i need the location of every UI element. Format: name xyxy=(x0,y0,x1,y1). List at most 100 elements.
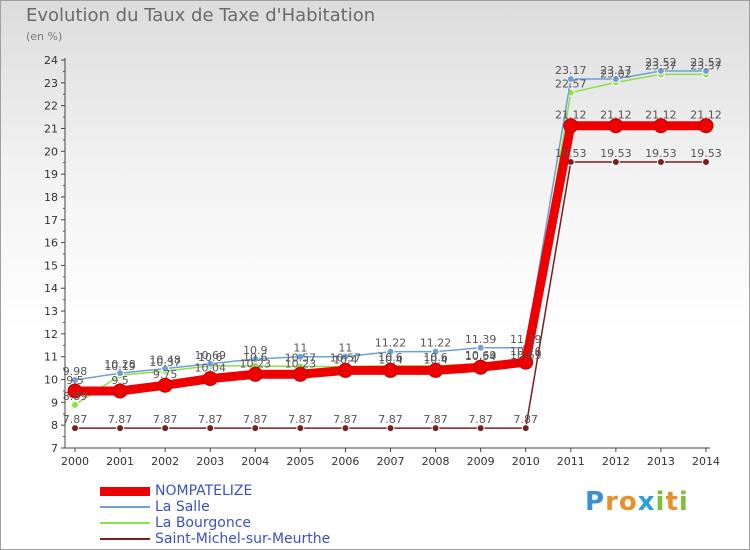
data-label: 23.37 xyxy=(645,59,677,72)
data-label: 8.89 xyxy=(63,390,88,403)
y-tick-label: 7 xyxy=(51,442,58,455)
data-label: 21.12 xyxy=(645,109,677,122)
legend-swatch xyxy=(100,486,150,496)
y-tick-label: 16 xyxy=(44,237,58,250)
data-point xyxy=(656,158,665,167)
brand-letter: o xyxy=(618,487,638,517)
brand-letter: P xyxy=(585,487,606,517)
legend-swatch xyxy=(100,506,150,508)
y-tick-label: 11 xyxy=(44,351,58,364)
data-label: 7.87 xyxy=(513,413,538,426)
data-point xyxy=(292,366,308,382)
data-point xyxy=(296,424,305,433)
data-label: 10.4 xyxy=(423,353,448,366)
data-label: 23.02 xyxy=(600,67,632,80)
data-label: 10.28 xyxy=(104,358,136,371)
y-tick-label: 15 xyxy=(44,259,58,272)
data-label: 10.57 xyxy=(330,352,362,365)
data-label: 10.04 xyxy=(194,362,226,375)
y-tick-label: 18 xyxy=(44,191,58,204)
y-tick-label: 9 xyxy=(51,396,58,409)
data-label: 7.87 xyxy=(198,413,223,426)
x-tick-label: 2008 xyxy=(422,455,450,468)
y-tick-label: 23 xyxy=(44,77,58,90)
x-tick-label: 2005 xyxy=(286,455,314,468)
data-point xyxy=(71,424,79,433)
data-label: 10.37 xyxy=(149,356,181,369)
y-tick-label: 22 xyxy=(44,100,58,113)
data-point xyxy=(386,347,395,356)
data-label: 10.69 xyxy=(510,349,542,362)
data-point xyxy=(431,347,440,356)
data-label: 10.19 xyxy=(104,360,136,373)
data-point xyxy=(431,424,440,433)
x-tick-label: 2003 xyxy=(196,455,224,468)
legend-label: La Bourgonce xyxy=(155,515,252,531)
x-tick-label: 2001 xyxy=(106,455,134,468)
data-label: 11.39 xyxy=(465,333,497,346)
data-label: 10.6 xyxy=(378,351,403,364)
chart-subtitle: (en %) xyxy=(26,30,63,43)
data-point xyxy=(247,366,263,382)
y-tick-label: 8 xyxy=(51,419,58,432)
data-point xyxy=(157,377,173,393)
legend-item: Saint-Michel-sur-Meurthe xyxy=(100,531,330,547)
data-point xyxy=(112,383,128,399)
data-label: 23.52 xyxy=(645,56,677,69)
data-label: 7.87 xyxy=(468,413,493,426)
y-tick-label: 17 xyxy=(44,214,58,227)
y-tick-label: 24 xyxy=(44,54,58,67)
data-point xyxy=(251,424,260,433)
data-point xyxy=(206,359,215,368)
data-point xyxy=(251,354,260,363)
data-point xyxy=(476,343,485,352)
x-tick-label: 2014 xyxy=(692,455,720,468)
data-label: 7.87 xyxy=(243,413,268,426)
data-label: 7.87 xyxy=(423,413,448,426)
data-point xyxy=(473,359,489,375)
brand-letter: x xyxy=(637,487,656,517)
data-label: 7.87 xyxy=(288,413,313,426)
legend-swatch xyxy=(100,522,150,524)
data-point xyxy=(383,362,398,378)
data-point xyxy=(161,364,170,373)
x-tick-label: 2002 xyxy=(151,455,179,468)
x-tick-label: 2006 xyxy=(331,455,359,468)
data-label: 10.57 xyxy=(285,352,317,365)
data-point xyxy=(611,158,620,167)
data-label: 10.76 xyxy=(510,345,542,358)
legend-swatch xyxy=(100,538,150,540)
data-label: 10.23 xyxy=(240,357,272,370)
x-tick-label: 2004 xyxy=(241,455,269,468)
data-label: 23.17 xyxy=(555,64,587,77)
y-tick-label: 13 xyxy=(44,305,58,318)
data-point xyxy=(428,362,444,378)
data-label: 23.52 xyxy=(690,56,722,69)
data-point xyxy=(698,118,714,134)
data-point xyxy=(202,371,218,387)
data-point xyxy=(702,66,710,75)
data-label: 10.54 xyxy=(465,350,497,363)
data-label: 10.69 xyxy=(194,349,226,362)
y-tick-label: 21 xyxy=(44,122,58,135)
y-tick-label: 14 xyxy=(44,282,58,295)
y-tick-label: 19 xyxy=(44,168,58,181)
data-point xyxy=(161,424,170,433)
data-point xyxy=(476,424,485,433)
data-point xyxy=(206,424,215,433)
data-point xyxy=(116,369,125,378)
data-point xyxy=(341,352,350,361)
data-label: 21.12 xyxy=(555,109,587,122)
data-label: 10.69 xyxy=(465,349,497,362)
x-tick-label: 2009 xyxy=(467,455,495,468)
brand-letter: t xyxy=(665,487,679,517)
data-label: 7.87 xyxy=(378,413,403,426)
data-label: 19.53 xyxy=(690,147,722,160)
data-point xyxy=(563,118,579,134)
y-tick-label: 10 xyxy=(44,374,58,387)
x-tick-label: 2011 xyxy=(557,455,585,468)
data-label: 23.17 xyxy=(600,64,632,77)
data-label: 7.87 xyxy=(63,413,88,426)
data-label: 10.6 xyxy=(198,351,223,364)
